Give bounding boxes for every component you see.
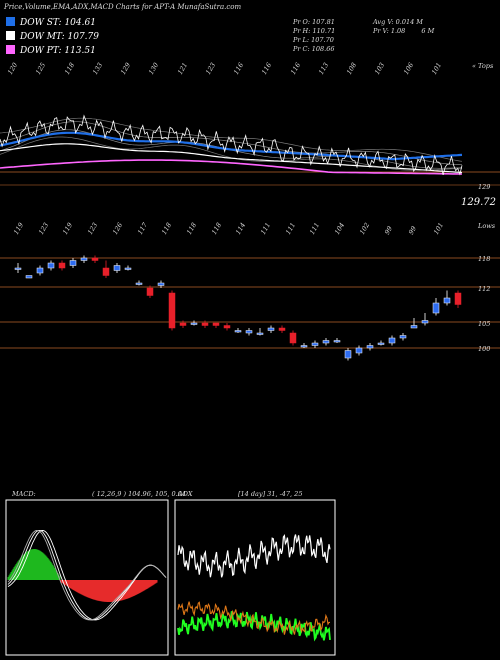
candle-body <box>47 262 55 269</box>
legend-item-pt: DOW PT: 113.51 <box>6 45 99 57</box>
lows-label: Lows <box>478 222 496 230</box>
legend-item-st: DOW ST: 104.61 <box>6 17 99 29</box>
candle-body <box>135 282 143 285</box>
ema-pt-line <box>0 159 463 175</box>
candle-body <box>58 262 66 269</box>
candle-body <box>355 347 363 354</box>
candle-body <box>25 275 33 279</box>
legend-label-st: DOW ST: 104.61 <box>20 18 96 28</box>
macd-line <box>7 529 167 621</box>
candle-body <box>421 320 429 324</box>
candle-body <box>300 345 308 348</box>
legend-swatch-st <box>6 17 15 26</box>
candle-body <box>157 282 165 286</box>
candle-body <box>190 322 198 325</box>
candle-body <box>410 325 418 329</box>
adx-label: ADX <box>178 490 193 498</box>
level-label-100: 100 <box>478 345 491 353</box>
candle-body <box>311 342 319 346</box>
candle-body <box>14 267 22 270</box>
volume-values: Avg V: 0.014 M Pr V: 1.08 6 M <box>373 18 434 36</box>
candle-body <box>36 267 44 274</box>
candle-body <box>91 257 99 261</box>
macd-label: MACD: <box>12 490 36 498</box>
adx-frame <box>174 499 336 656</box>
price-line <box>0 114 463 176</box>
volume-value: Pr V: 1.08 <box>373 27 406 35</box>
right-tag: 129 <box>478 183 491 191</box>
ema-st-line <box>0 131 463 161</box>
candle-body <box>245 330 253 334</box>
candle-body <box>289 332 297 344</box>
level-label-105: 105 <box>478 320 491 328</box>
legend-label-mt: DOW MT: 107.79 <box>20 32 99 42</box>
legend-item-mt: DOW MT: 107.79 <box>6 31 99 43</box>
ema-envelope-line <box>0 117 463 162</box>
candle-body <box>366 345 374 349</box>
candle-body <box>234 330 242 333</box>
candle-body <box>322 340 330 344</box>
volume-unit: 6 M <box>421 27 435 35</box>
low-value: Pr L: 107.70 <box>293 36 334 44</box>
candle-body <box>102 267 110 276</box>
candle-body <box>267 327 275 331</box>
legend-swatch-mt <box>6 31 15 40</box>
candle-body <box>333 340 341 343</box>
candle-body <box>432 302 440 314</box>
close-value: Pr C: 108.66 <box>293 45 335 53</box>
candle-body <box>388 337 396 344</box>
candle-body <box>399 335 407 339</box>
adx-line <box>177 534 331 578</box>
candle-body <box>377 342 385 345</box>
macd-params: ( 12,26,9 ) 104.96, 105, 0.04 <box>92 490 186 498</box>
price-ema-panel <box>0 114 500 186</box>
legend: DOW ST: 104.61 DOW MT: 107.79 DOW PT: 11… <box>6 17 99 57</box>
candle-body <box>278 327 286 331</box>
candle-body <box>256 332 264 335</box>
legend-swatch-pt <box>6 45 15 54</box>
macd-panel <box>5 499 169 656</box>
candle-body <box>113 265 121 271</box>
price-tag: 129.72 <box>461 197 496 208</box>
chart-title: Price,Volume,EMA,ADX,MACD Charts for APT… <box>4 3 242 11</box>
candle-body <box>201 322 209 326</box>
ema-mt-line <box>0 143 463 174</box>
candle-body <box>344 350 352 359</box>
candle-body <box>168 292 176 329</box>
avg-volume-value: Avg V: 0.014 M <box>373 18 423 26</box>
adx-params: [14 day] 31, -47, 25 <box>238 490 303 498</box>
legend-label-pt: DOW PT: 113.51 <box>20 46 96 56</box>
candle-body <box>212 322 220 326</box>
ohlc-values: Pr O: 107.81 Pr H: 110.71 Pr L: 107.70 P… <box>293 18 335 54</box>
candle-body <box>443 297 451 304</box>
level-label-112: 112 <box>478 285 491 293</box>
high-value: Pr H: 110.71 <box>293 27 336 35</box>
open-value: Pr O: 107.81 <box>293 18 335 26</box>
candle-body <box>69 260 77 266</box>
candle-body <box>179 322 187 326</box>
candlestick-panel <box>0 255 500 361</box>
candle-body <box>80 257 88 261</box>
level-label-118: 118 <box>478 255 491 263</box>
candle-body <box>223 325 231 329</box>
candle-body <box>146 287 154 296</box>
candle-body <box>124 267 132 270</box>
candle-body <box>454 292 462 305</box>
adx-panel <box>174 499 336 656</box>
minus-di-line <box>177 601 330 635</box>
tops-label: « Tops <box>472 62 494 70</box>
